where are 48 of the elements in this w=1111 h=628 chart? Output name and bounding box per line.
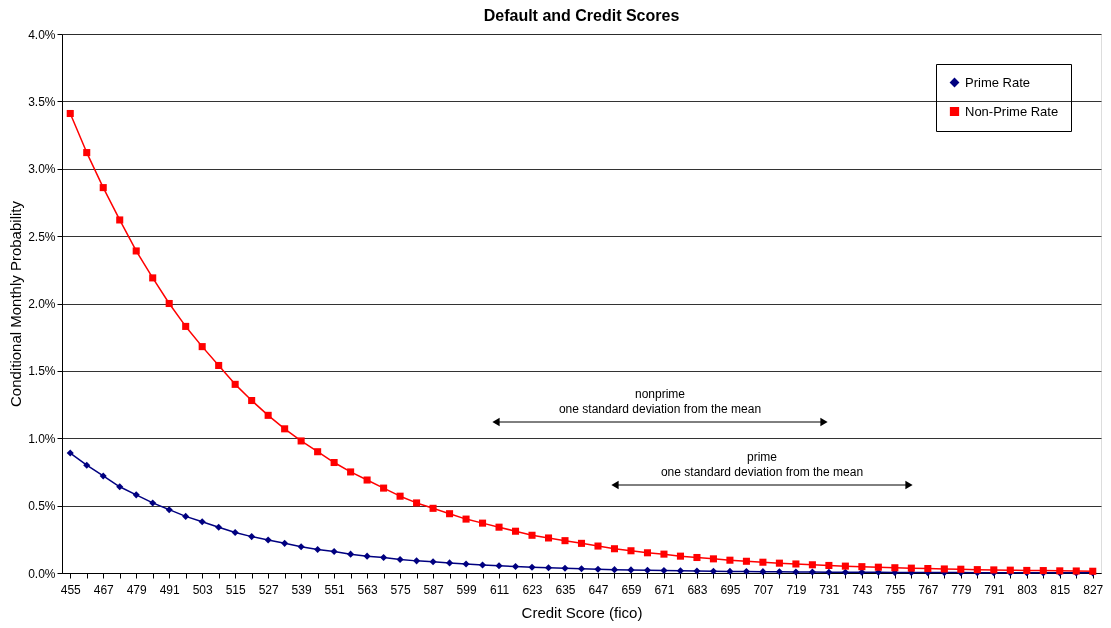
x-tick-label: 671 xyxy=(654,582,675,597)
x-axis-title: Credit Score (fico) xyxy=(521,603,643,621)
y-tick-label: 0.0% xyxy=(28,566,56,581)
x-tick-label: 719 xyxy=(786,582,807,597)
y-tick-label: 4.0% xyxy=(28,27,56,42)
x-tick-label: 623 xyxy=(522,582,543,597)
x-tick-label: 575 xyxy=(390,582,411,597)
x-tick-label: 731 xyxy=(819,582,840,597)
y-tick-label: 0.5% xyxy=(28,499,56,514)
x-tick-label: 803 xyxy=(1017,582,1038,597)
x-tick-label: 503 xyxy=(192,582,214,597)
x-tick-label: 635 xyxy=(555,582,576,597)
x-tick-label: 815 xyxy=(1050,582,1071,597)
x-tick-label: 779 xyxy=(951,582,972,597)
annotation: nonprime one standard deviation from the mean xyxy=(558,387,762,416)
x-tick-label: 611 xyxy=(489,582,510,597)
annotation: prime one standard deviation from the mean xyxy=(660,450,864,479)
x-tick-label: 743 xyxy=(852,582,873,597)
x-tick-label: 695 xyxy=(720,582,741,597)
x-tick-label: 551 xyxy=(324,582,345,597)
y-tick-label: 2.0% xyxy=(28,297,56,311)
y-tick-label: 1.5% xyxy=(28,364,56,379)
y-tick-label: 3.0% xyxy=(28,162,56,177)
x-tick-label: 659 xyxy=(621,582,642,597)
chart-title: Default and Credit Scores xyxy=(483,7,680,24)
x-tick-label: 455 xyxy=(60,582,82,597)
x-tick-label: 527 xyxy=(258,582,279,597)
y-tick-label: 2.5% xyxy=(28,229,56,244)
x-tick-label: 491 xyxy=(159,582,181,597)
x-tick-label: 755 xyxy=(885,582,906,597)
x-tick-label: 467 xyxy=(93,582,115,597)
x-tick-label: 647 xyxy=(588,582,609,597)
y-axis-title: Conditional Monthly Probability xyxy=(7,200,25,407)
x-tick-label: 707 xyxy=(753,582,774,597)
legend-label: Non-Prime Rate xyxy=(965,103,1059,119)
x-tick-label: 479 xyxy=(126,582,148,597)
x-tick-label: 587 xyxy=(423,582,444,597)
x-tick-label: 767 xyxy=(918,582,939,597)
y-tick-label: 1.0% xyxy=(28,431,56,446)
x-tick-label: 563 xyxy=(357,582,378,597)
x-tick-label: 539 xyxy=(291,582,312,597)
y-tick-label: 3.5% xyxy=(28,94,56,109)
x-tick-label: 827 xyxy=(1083,582,1104,597)
x-tick-label: 599 xyxy=(456,582,477,597)
x-tick-label: 683 xyxy=(687,582,708,597)
x-tick-label: 791 xyxy=(984,582,1005,597)
x-tick-label: 515 xyxy=(225,582,246,597)
legend-label: Prime Rate xyxy=(965,74,1031,90)
